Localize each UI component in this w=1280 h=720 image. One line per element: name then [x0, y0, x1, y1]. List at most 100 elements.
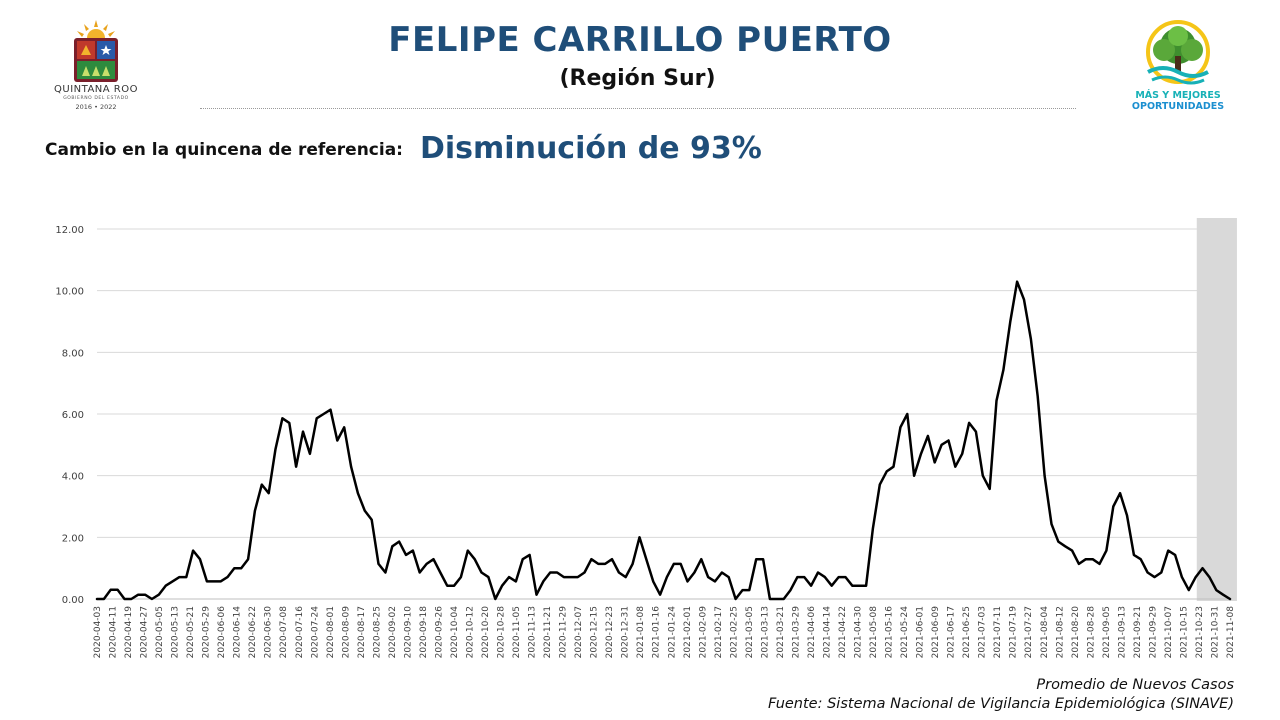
x-tick-label: 2020-04-27 — [140, 606, 150, 658]
x-tick-label: 2021-05-08 — [869, 606, 879, 659]
x-tick-label: 2020-06-30 — [264, 606, 274, 659]
x-tick-label: 2021-02-17 — [714, 606, 724, 658]
x-tick-label: 2021-05-16 — [885, 606, 895, 659]
x-tick-label: 2021-07-11 — [993, 606, 1003, 658]
x-tick-label: 2021-04-14 — [822, 606, 832, 659]
x-tick-label: 2021-08-28 — [1086, 606, 1096, 659]
x-tick-label: 2020-07-16 — [295, 606, 305, 659]
x-tick-label: 2021-04-06 — [807, 606, 817, 659]
y-tick-label: 12.00 — [55, 225, 84, 236]
change-label: Cambio en la quincena de referencia: — [45, 140, 403, 160]
x-tick-label: 2020-10-28 — [497, 606, 507, 659]
x-tick-label: 2021-04-22 — [838, 606, 848, 658]
x-tick-label: 2021-06-25 — [962, 606, 972, 658]
x-tick-label: 2020-08-09 — [341, 606, 351, 659]
x-tick-label: 2021-06-17 — [947, 606, 957, 658]
x-tick-label: 2021-01-16 — [652, 606, 662, 659]
x-tick-label: 2020-05-05 — [155, 606, 165, 658]
highlight-band — [1196, 218, 1237, 601]
x-tick-label: 2020-12-23 — [605, 606, 615, 658]
y-tick-label: 6.00 — [62, 410, 84, 421]
x-tick-label: 2021-03-05 — [745, 606, 755, 658]
oportunidades-line2: OPORTUNIDADES — [1131, 101, 1225, 112]
series-caption: Promedio de Nuevos Casos — [1036, 677, 1234, 693]
x-tick-label: 2021-10-23 — [1195, 606, 1205, 658]
page-title: FELIPE CARRILLO PUERTO — [388, 20, 892, 60]
x-tick-label: 2021-11-08 — [1226, 606, 1236, 659]
x-tick-label: 2021-09-21 — [1133, 606, 1143, 658]
x-tick-label: 2021-04-30 — [854, 606, 864, 659]
x-tick-label: 2021-07-27 — [1024, 606, 1034, 658]
oportunidades-logo: MÁS Y MEJORES OPORTUNIDADES — [1124, 20, 1232, 116]
y-tick-label: 8.00 — [62, 348, 84, 359]
x-tick-label: 2020-06-06 — [217, 606, 227, 659]
cases-line-chart: 0.00 2.00 4.00 6.00 8.00 10.00 12.00 2020-04-03… — [55, 218, 1237, 659]
quintana-roo-logo: QUINTANA ROO GOBIERNO DEL ESTADO 2016 • … — [44, 18, 148, 118]
x-tick-label: 2020-07-08 — [279, 606, 289, 659]
x-tick-label: 2020-04-11 — [109, 606, 119, 658]
series-line — [95, 280, 1232, 601]
source-caption: Fuente: Sistema Nacional de Vigilancia E… — [767, 696, 1234, 712]
x-tick-label: 2020-06-22 — [248, 606, 258, 658]
x-tick-label: 2021-07-19 — [1009, 606, 1019, 659]
x-tick-label: 2020-05-13 — [171, 606, 181, 658]
x-tick-label: 2021-02-25 — [729, 606, 739, 658]
oportunidades-line1: MÁS Y MEJORES — [1135, 90, 1221, 101]
x-tick-label: 2021-01-08 — [636, 606, 646, 659]
x-tick-label: 2020-08-25 — [372, 606, 382, 658]
x-tick-label: 2020-04-03 — [93, 606, 103, 658]
x-tick-label: 2020-12-07 — [574, 606, 584, 658]
x-tick-label: 2020-10-04 — [450, 606, 460, 659]
x-tick-label: 2021-06-09 — [931, 606, 941, 659]
x-tick-label: 2020-11-21 — [543, 606, 553, 658]
x-tick-label: 2021-03-29 — [791, 606, 801, 659]
tree-icon — [1146, 20, 1210, 85]
page-subtitle: (Región Sur) — [559, 66, 716, 91]
x-tick-label: 2020-11-05 — [512, 606, 522, 658]
x-tick-label: 2020-09-26 — [434, 606, 444, 659]
x-tick-label: 2020-12-15 — [590, 606, 600, 658]
x-tick-label: 2020-08-17 — [357, 606, 367, 658]
x-tick-label: 2021-09-05 — [1102, 606, 1112, 658]
x-tick-label: 2020-11-13 — [528, 606, 538, 658]
x-tick-label: 2020-08-01 — [326, 606, 336, 658]
y-tick-label: 0.00 — [62, 595, 84, 606]
quintana-roo-subtext: GOBIERNO DEL ESTADO — [63, 96, 129, 101]
x-tick-label: 2020-09-10 — [403, 606, 413, 659]
x-tick-label: 2021-02-01 — [683, 606, 693, 658]
x-tick-label: 2020-06-14 — [233, 606, 243, 659]
header-divider — [200, 108, 1076, 109]
quintana-roo-name: QUINTANA ROO — [54, 84, 138, 95]
quintana-roo-shield-icon — [74, 20, 118, 82]
x-tick-label: 2021-03-21 — [776, 606, 786, 658]
quintana-roo-years: 2016 • 2022 — [75, 103, 117, 111]
x-tick-label: 2020-05-21 — [186, 606, 196, 658]
x-tick-label: 2021-05-24 — [900, 606, 910, 659]
y-tick-label: 4.00 — [62, 472, 84, 483]
x-tick-label: 2021-01-24 — [667, 606, 677, 659]
x-tick-label: 2020-05-29 — [202, 606, 212, 659]
x-tick-label: 2021-08-12 — [1055, 606, 1065, 658]
x-tick-label: 2021-09-13 — [1117, 606, 1127, 658]
x-tick-label: 2020-10-12 — [465, 606, 475, 658]
x-tick-label: 2021-02-09 — [698, 606, 708, 659]
x-tick-label: 2020-07-24 — [310, 606, 320, 659]
x-tick-label: 2020-10-20 — [481, 606, 491, 659]
y-tick-label: 10.00 — [55, 287, 84, 298]
x-tick-label: 2021-03-13 — [760, 606, 770, 658]
x-tick-label: 2020-11-29 — [559, 606, 569, 659]
x-tick-label: 2020-09-02 — [388, 606, 398, 658]
x-tick-label: 2021-07-03 — [978, 606, 988, 658]
x-tick-label: 2021-10-31 — [1210, 606, 1220, 658]
x-tick-label: 2021-08-20 — [1071, 606, 1081, 659]
x-tick-label: 2020-04-19 — [124, 606, 134, 659]
x-tick-label: 2021-09-29 — [1148, 606, 1158, 659]
x-tick-label: 2021-06-01 — [916, 606, 926, 658]
change-value: Disminución de 93% — [420, 131, 762, 166]
x-tick-label: 2020-09-18 — [419, 606, 429, 659]
x-tick-label: 2021-08-04 — [1040, 606, 1050, 659]
x-tick-label: 2021-10-07 — [1164, 606, 1174, 658]
x-tick-label: 2021-10-15 — [1179, 606, 1189, 658]
x-tick-label: 2020-12-31 — [621, 606, 631, 658]
y-tick-label: 2.00 — [62, 533, 84, 544]
